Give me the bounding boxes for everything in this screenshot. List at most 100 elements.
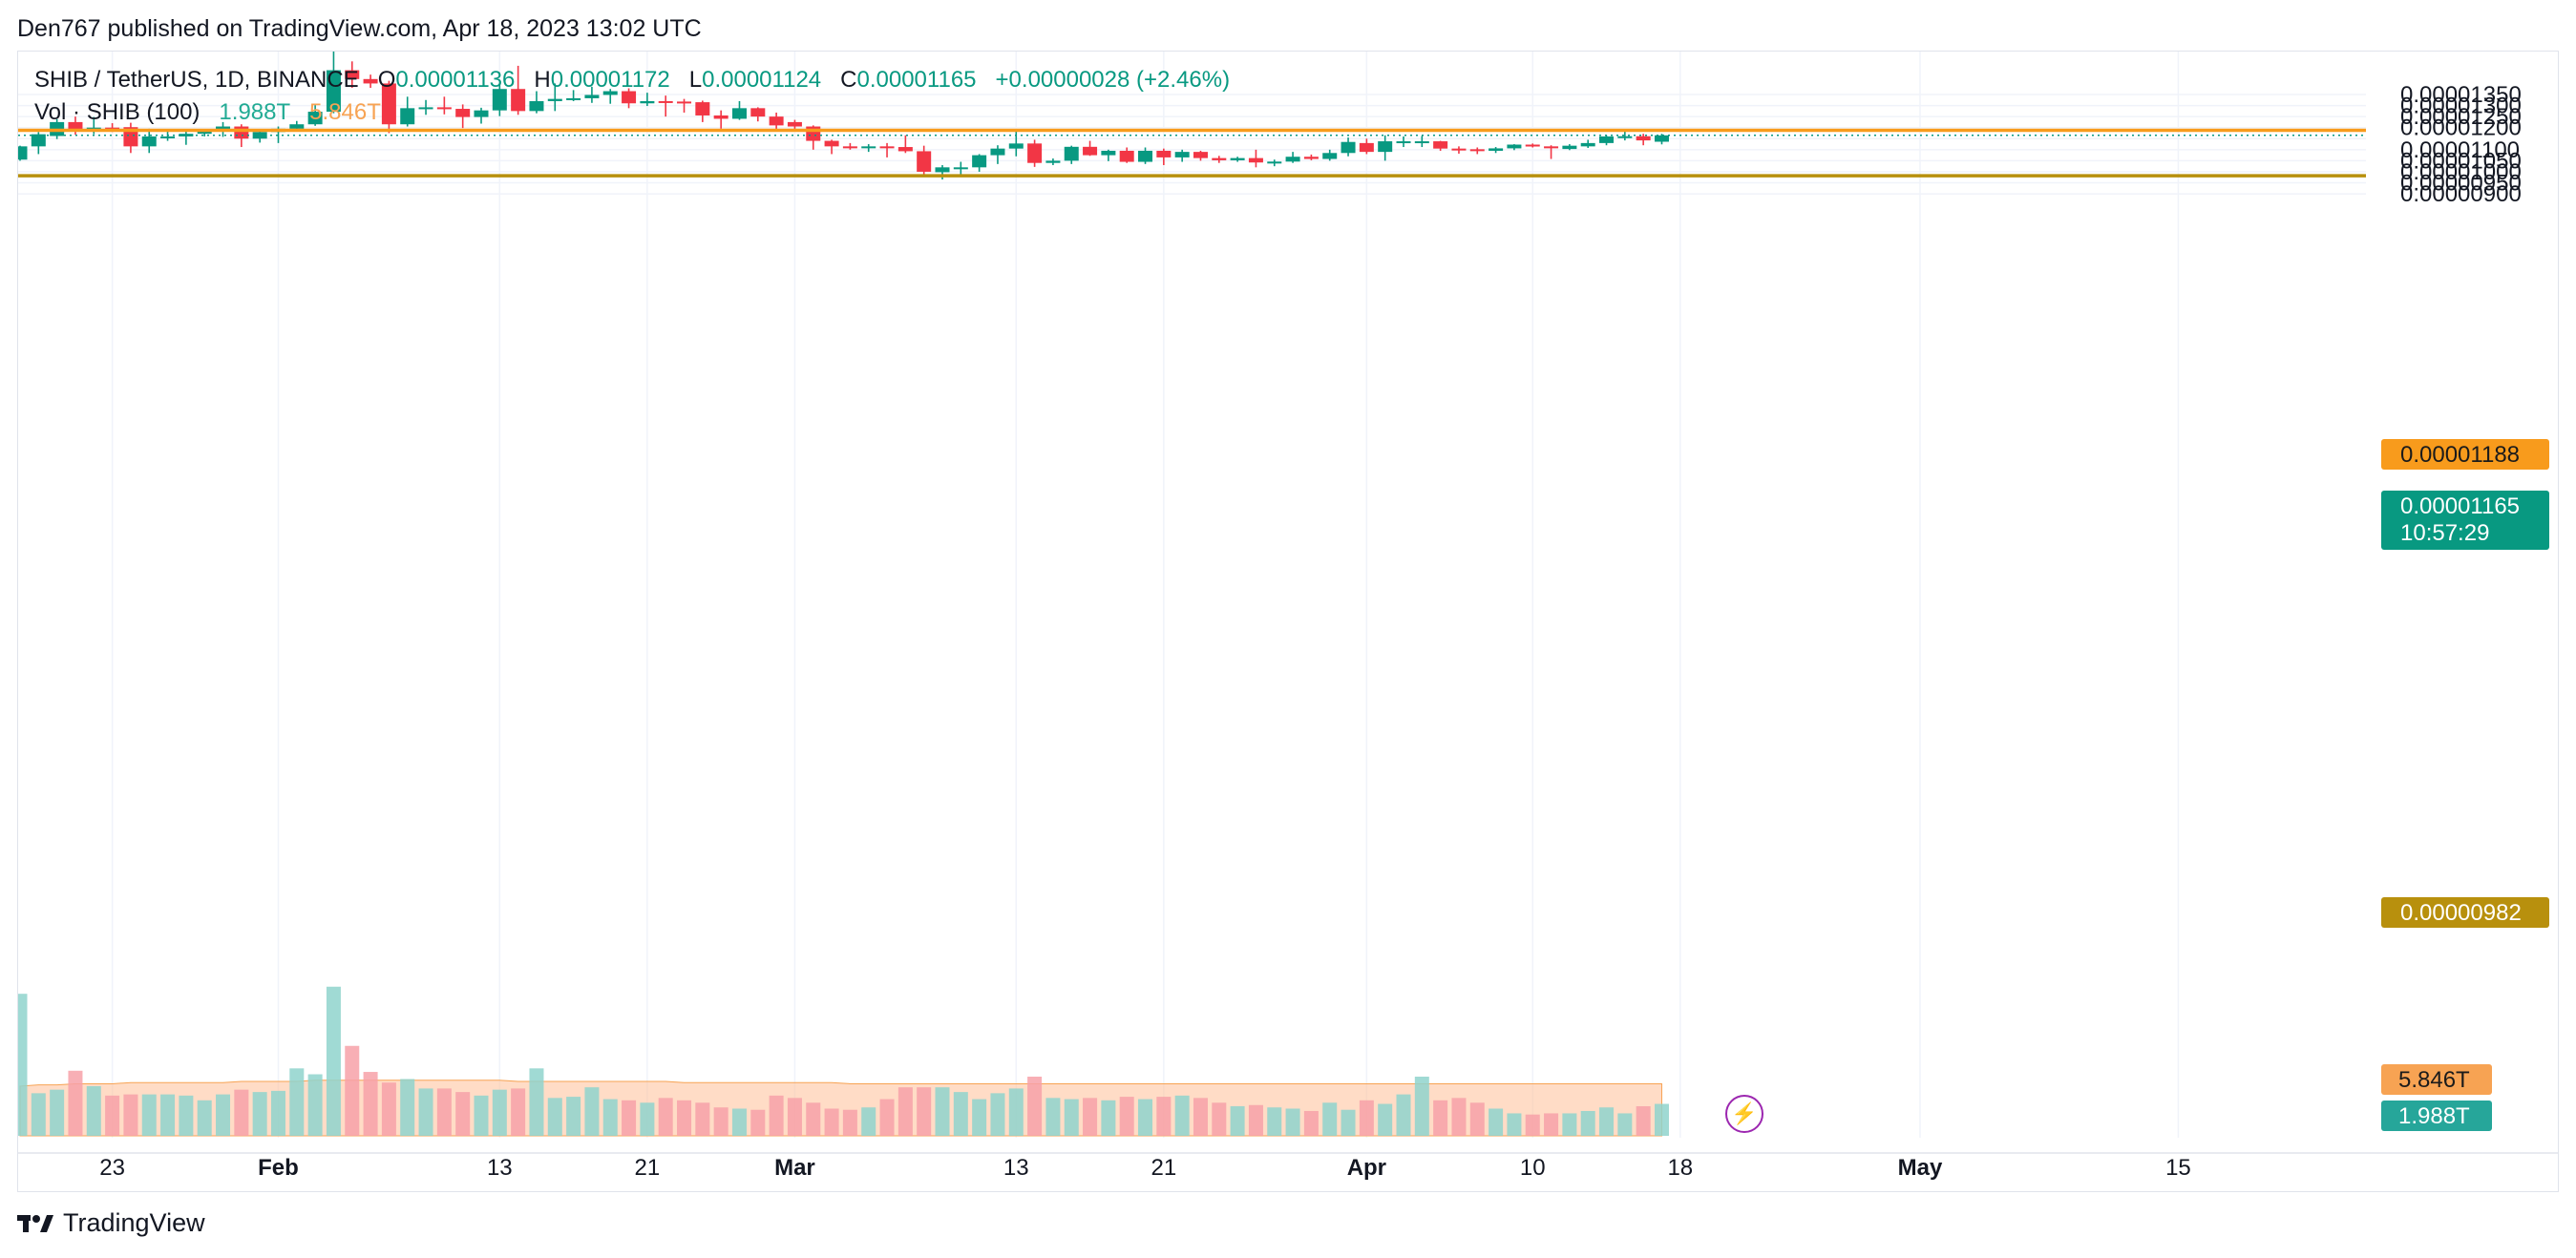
volume-bar	[307, 1074, 323, 1136]
candle-body	[1636, 136, 1651, 141]
volume-bar	[418, 1088, 433, 1136]
chart-frame[interactable]	[17, 51, 2559, 1192]
volume-bar	[1101, 1100, 1116, 1136]
candle-body	[769, 116, 784, 126]
volume-bar	[1212, 1102, 1227, 1136]
volume-legend-label[interactable]: Vol · SHIB (100)	[34, 99, 201, 125]
volume-bar	[18, 994, 28, 1136]
candle	[1617, 130, 1633, 141]
candle	[1267, 159, 1282, 167]
candle	[861, 144, 876, 153]
candle-body	[1230, 157, 1245, 160]
volume-bar	[216, 1094, 231, 1136]
volume-legend: Vol · SHIB (100) 1.988T 5.846T	[34, 99, 381, 126]
volume-bar	[677, 1100, 692, 1136]
candle-body	[31, 134, 46, 147]
volume-bar	[160, 1094, 176, 1136]
candle	[1378, 135, 1393, 161]
candle	[990, 145, 1005, 164]
candle	[1414, 136, 1429, 148]
volume-bar	[1414, 1077, 1429, 1136]
candle-body	[1045, 160, 1061, 163]
volume-bar	[381, 1082, 396, 1136]
legend-high-value: 0.00001172	[550, 67, 670, 93]
candle-body	[1469, 149, 1485, 152]
volume-bar	[640, 1102, 655, 1136]
volume-bar	[731, 1108, 747, 1136]
candle-body	[1654, 135, 1669, 142]
candle-body	[1267, 161, 1282, 164]
volume-bar	[1138, 1099, 1153, 1136]
candle-body	[1580, 142, 1595, 147]
volume-bar	[1303, 1110, 1319, 1136]
candle	[1433, 140, 1448, 151]
candle	[1525, 143, 1540, 148]
candle	[1045, 158, 1061, 166]
volume-bar	[50, 1089, 65, 1136]
candle-body	[584, 94, 600, 98]
legend-symbol[interactable]: SHIB / TetherUS, 1D, BINANCE	[34, 67, 359, 93]
candle	[1489, 147, 1504, 154]
volume-bar	[1617, 1113, 1633, 1136]
candle	[1396, 136, 1411, 148]
candle	[1654, 134, 1669, 145]
candle	[769, 112, 784, 131]
ohlc-legend: SHIB / TetherUS, 1D, BINANCE O0.00001136…	[34, 67, 1230, 94]
candle	[141, 128, 157, 154]
volume-bar	[1119, 1097, 1134, 1136]
tradingview-brand[interactable]: TradingView	[17, 1208, 205, 1238]
legend-open-value: 0.00001136	[395, 67, 516, 93]
candle-body	[1507, 144, 1522, 149]
candle	[1359, 138, 1374, 155]
candle	[622, 88, 637, 109]
volume-bar	[1064, 1099, 1079, 1136]
price-tick-label: 0.00000950	[2400, 171, 2522, 197]
volume-bar	[179, 1095, 194, 1136]
candle-body	[160, 136, 176, 138]
candle-body	[547, 98, 562, 101]
candle	[307, 105, 323, 126]
candle-body	[897, 147, 913, 152]
candle-body	[640, 100, 655, 104]
volume-bar	[1193, 1098, 1208, 1136]
volume-bar	[1359, 1100, 1374, 1136]
candle	[1064, 145, 1079, 164]
candle-body	[1378, 141, 1393, 153]
candle-body	[381, 83, 396, 125]
volume-bar	[990, 1093, 1005, 1136]
candle	[1230, 157, 1245, 162]
lightning-bolt-icon[interactable]: ⚡	[1725, 1095, 1763, 1133]
bar-countdown: 10:57:29	[2400, 520, 2490, 546]
volume-bar	[1507, 1113, 1522, 1136]
candle	[1580, 139, 1595, 148]
candle-body	[123, 127, 138, 147]
price-tick-label: 0.00001000	[2400, 159, 2522, 185]
candle-body	[953, 167, 968, 170]
time-tick-label: 10	[1520, 1155, 1546, 1181]
volume-bar	[972, 1099, 987, 1136]
volume-bar	[105, 1095, 120, 1136]
time-tick-label: 23	[99, 1155, 125, 1181]
candle	[1544, 145, 1559, 159]
candle-body	[1174, 152, 1190, 157]
volume-bar	[252, 1092, 267, 1136]
volume-bar	[123, 1094, 138, 1136]
volume-bar	[547, 1098, 562, 1136]
candle	[1027, 139, 1043, 167]
candle	[31, 132, 46, 155]
candle	[1083, 140, 1098, 157]
volume-ma-tag: 5.846T	[2381, 1064, 2492, 1095]
volume-bar	[695, 1102, 710, 1136]
volume-bar	[1322, 1102, 1338, 1136]
candle	[584, 86, 600, 103]
candle	[1174, 149, 1190, 162]
volume-bar	[68, 1070, 83, 1136]
candle-body	[1008, 143, 1024, 149]
candle-body	[1322, 153, 1338, 159]
candle-body	[1599, 136, 1615, 143]
candle-body	[1101, 150, 1116, 156]
legend-change: +0.00000028 (+2.46%)	[995, 67, 1231, 93]
volume-bar	[1580, 1110, 1595, 1136]
volume-bar	[750, 1109, 766, 1136]
